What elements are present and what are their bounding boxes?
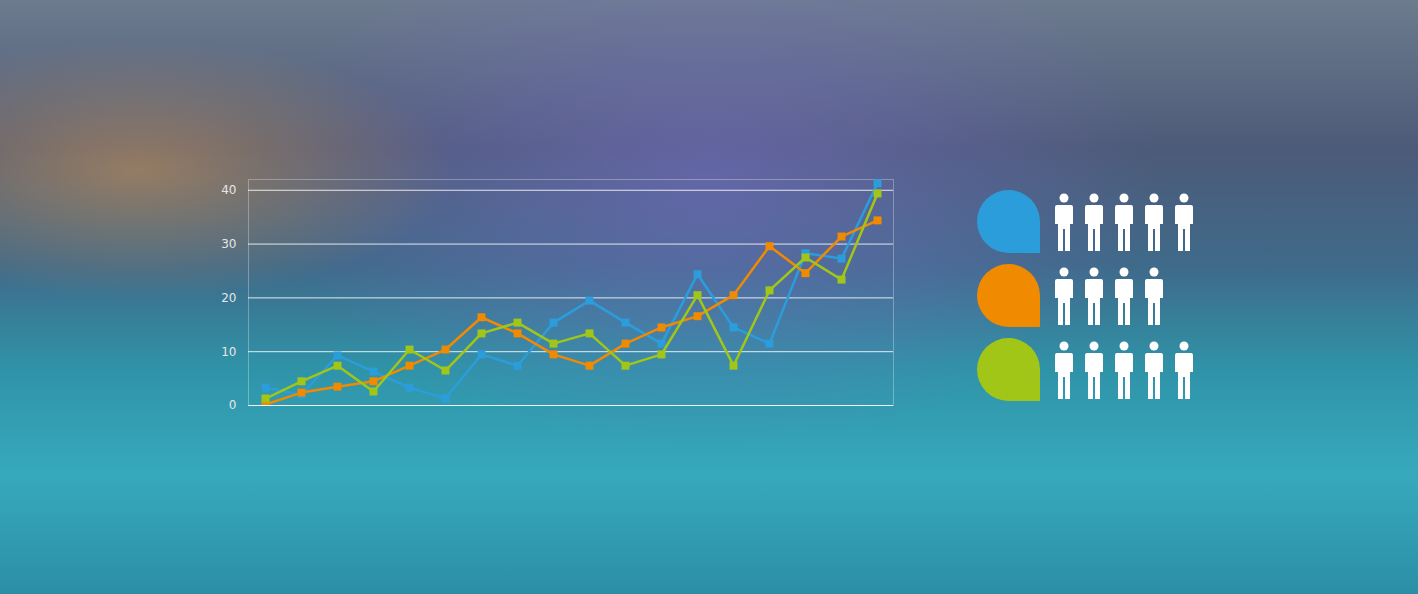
svg-text:0: 0 xyxy=(229,398,237,412)
svg-text:30: 30 xyxy=(221,237,236,251)
svg-text:20: 20 xyxy=(221,291,236,305)
svg-text:40: 40 xyxy=(221,183,236,197)
svg-text:10: 10 xyxy=(221,345,236,359)
